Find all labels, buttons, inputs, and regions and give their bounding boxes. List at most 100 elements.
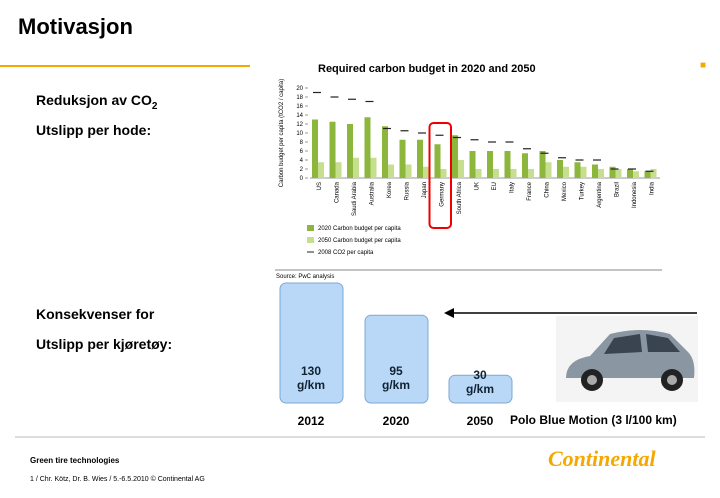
legend-label: 2020 Carbon budget per capita — [318, 226, 401, 232]
heading: Konsekvenser for — [36, 306, 155, 322]
value-label: 95 g/km — [381, 364, 410, 392]
value-label: 30 g/km — [465, 368, 494, 396]
bar — [440, 169, 447, 178]
bar — [382, 126, 388, 178]
y-tick-label: 0 — [300, 176, 304, 182]
bar — [329, 121, 336, 178]
bar — [650, 169, 657, 178]
bar — [644, 171, 651, 178]
bar — [388, 164, 394, 178]
bar — [364, 117, 371, 178]
bar — [539, 151, 546, 178]
bar — [312, 119, 318, 178]
legend-swatch — [307, 237, 314, 243]
logo: Continental — [548, 446, 656, 471]
bar — [423, 166, 429, 178]
x-tick-label: Canada — [334, 181, 340, 203]
x-tick-label: Japan — [422, 182, 428, 198]
bar — [335, 162, 342, 178]
car-image — [556, 316, 698, 402]
x-tick-label: 2020 — [383, 414, 410, 428]
bar — [545, 162, 552, 178]
y-tick-label: 4 — [300, 158, 304, 164]
heading-text: Reduksjon av CO — [36, 92, 152, 108]
x-tick-label: China — [544, 181, 550, 197]
bar — [522, 153, 528, 178]
bar — [633, 171, 639, 178]
y-tick-label: 10 — [296, 131, 303, 137]
x-tick-label: Saudi Arabia — [352, 181, 358, 216]
value-label: 130 g/km — [296, 364, 325, 392]
x-tick-label: Germany — [439, 182, 445, 207]
bar — [592, 164, 598, 178]
slide-title: Motivasjon — [18, 14, 133, 39]
x-tick-label: Italy — [509, 182, 515, 193]
bar — [417, 139, 423, 178]
bar — [469, 151, 476, 178]
car-label: Polo Blue Motion (3 l/100 km) — [510, 413, 677, 427]
bar — [458, 160, 464, 178]
x-tick-label: Argentina — [597, 181, 603, 207]
bar — [493, 169, 499, 178]
bar — [475, 169, 482, 178]
bar — [370, 157, 377, 178]
marker: ■ — [700, 60, 706, 71]
bar — [487, 151, 493, 178]
x-tick-label: EU — [492, 182, 498, 190]
legend-swatch — [307, 225, 314, 231]
y-tick-label: 20 — [296, 86, 303, 92]
chart-title: Required carbon budget in 2020 and 2050 — [318, 63, 536, 75]
y-tick-label: 16 — [296, 104, 303, 110]
x-tick-label: Turkey — [579, 182, 585, 200]
bar — [399, 139, 406, 178]
x-tick-label: France — [527, 181, 533, 200]
bar — [627, 169, 633, 178]
bar — [609, 166, 616, 178]
x-tick-label: Korea — [387, 181, 393, 198]
y-tick-label: 18 — [296, 95, 303, 101]
x-tick-label: UK — [474, 182, 480, 190]
footer-title: Green tire technologies — [30, 456, 120, 465]
x-tick-label: Russia — [404, 181, 410, 200]
x-tick-label: 2012 — [298, 414, 325, 428]
y-tick-label: 2 — [300, 167, 304, 173]
x-tick-label: US — [317, 182, 323, 190]
source: Source: PwC analysis — [276, 274, 334, 280]
bar — [580, 166, 587, 178]
footer-note: 1 / Chr. Kötz, Dr. B. Wies / 5.-6.5.2010… — [30, 476, 205, 483]
x-tick-label: Mexico — [562, 181, 568, 201]
bar — [615, 169, 622, 178]
bar — [452, 135, 458, 178]
bar — [405, 164, 412, 178]
y-tick-label: 8 — [300, 140, 304, 146]
y-tick-label: 6 — [300, 149, 304, 155]
bar — [574, 162, 581, 178]
heading: Utslipp per kjøretøy: — [36, 336, 173, 352]
y-tick-label: 14 — [296, 113, 303, 119]
arrow-head — [444, 308, 454, 318]
legend-label: 2050 Carbon budget per capita — [318, 238, 401, 244]
bar — [318, 162, 324, 178]
heading: Reduksjon av CO2 — [36, 92, 157, 112]
bar — [364, 314, 429, 404]
bar — [504, 151, 511, 178]
x-tick-label: Brazil — [614, 182, 620, 197]
bar — [353, 157, 359, 178]
bar — [563, 166, 569, 178]
bar — [279, 282, 344, 404]
bar — [347, 124, 353, 178]
bar — [528, 169, 534, 178]
legend-label: 2008 CO2 per capita — [318, 250, 374, 256]
bar — [448, 374, 513, 404]
bar — [434, 144, 441, 178]
x-tick-label: Australia — [369, 181, 375, 205]
bar — [510, 169, 517, 178]
x-tick-label: South Africa — [457, 181, 463, 214]
y-tick-label: 12 — [296, 122, 303, 128]
x-tick-label: Indonesia — [632, 181, 638, 208]
x-tick-label: 2050 — [467, 414, 494, 428]
y-axis-label: Carbon budget per capita (tCO2 / capita) — [279, 79, 285, 187]
bar — [598, 169, 604, 178]
